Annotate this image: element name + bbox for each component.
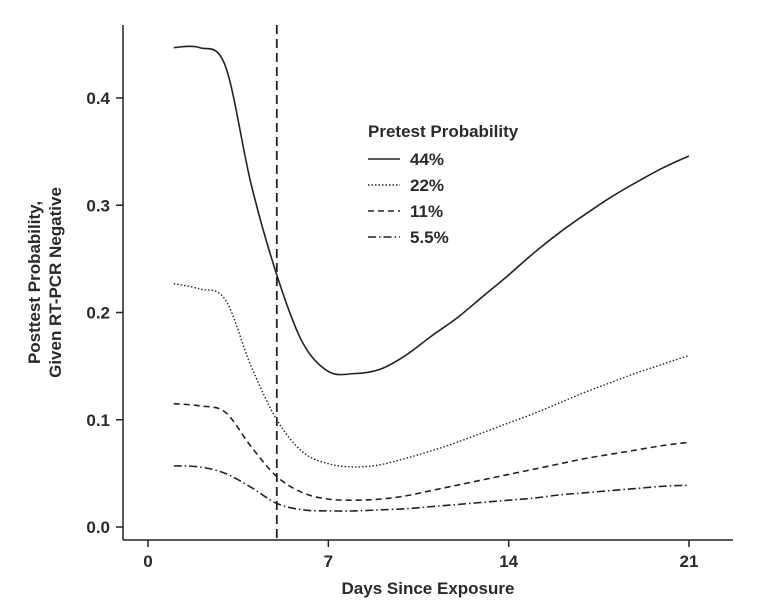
legend-label-1: 22% [410,176,444,195]
y-tick-label: 0.2 [86,304,110,323]
y-tick-label: 0.1 [86,411,110,430]
legend-title: Pretest Probability [368,122,519,141]
legend-label-0: 44% [410,150,444,169]
series-line-2 [173,402,690,501]
x-tick-label: 14 [499,552,518,571]
y-tick-label: 0.0 [86,518,110,537]
axes: 0 7 14 21 0.0 0.1 0.2 0.3 0.4 [86,25,733,571]
y-axis-title: Posttest Probability, Given RT-PCR Negati… [25,187,65,378]
series-line-1 [173,282,690,468]
y-tick-label: 0.3 [86,196,110,215]
legend: Pretest Probability 44% 22% 11% 5.5% [368,122,519,247]
x-tick-label: 21 [680,552,699,571]
y-tick-label: 0.4 [86,89,110,108]
x-tick-label: 7 [324,552,333,571]
y-axis-title-line-1: Given RT-PCR Negative [46,187,65,378]
y-axis-title-line-0: Posttest Probability, [25,201,44,364]
x-tick-label: 0 [143,552,152,571]
series-line-0 [173,45,690,376]
series-line-3 [173,465,690,512]
legend-label-2: 11% [410,202,443,221]
legend-label-3: 5.5% [410,228,449,247]
series-group [173,45,690,512]
axis-titles: Days Since Exposure Posttest Probability,… [25,187,514,598]
x-axis-title: Days Since Exposure [342,579,515,598]
